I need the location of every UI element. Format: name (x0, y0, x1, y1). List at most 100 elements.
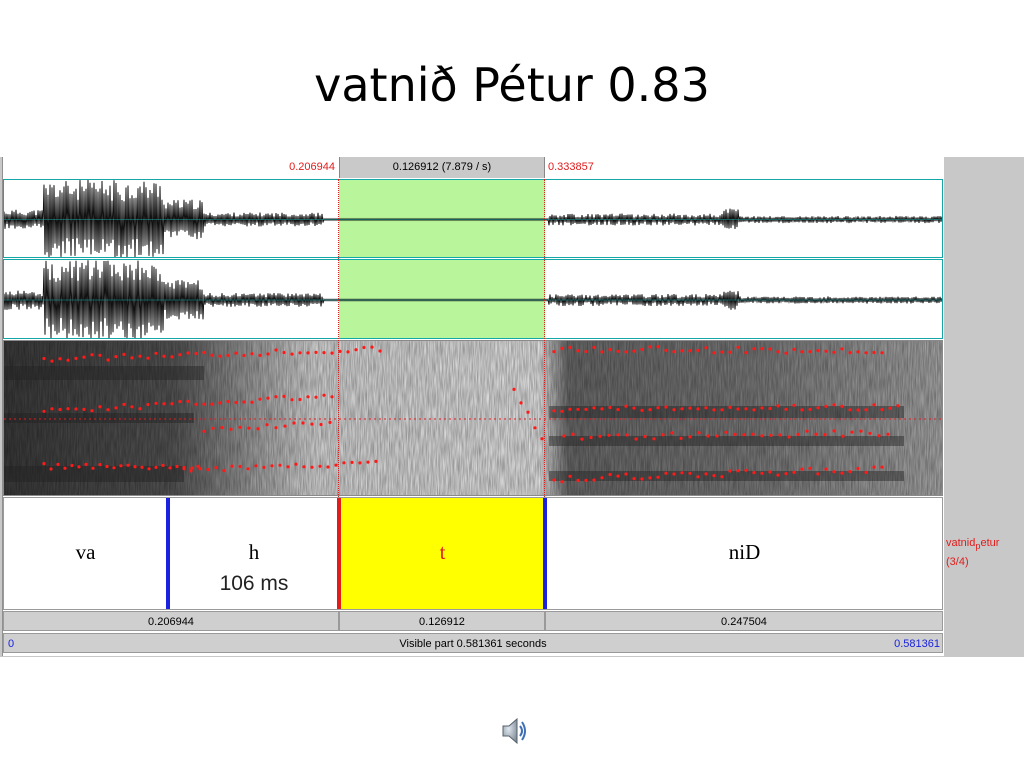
formant-point (751, 432, 755, 436)
formant-point (147, 467, 151, 471)
formant-point (576, 478, 580, 483)
segment-h[interactable]: h 106 ms (170, 498, 338, 609)
spectrogram[interactable] (3, 340, 943, 496)
formant-point (712, 474, 716, 478)
formant-point (840, 471, 844, 475)
formant-point (512, 387, 516, 391)
formant-point (744, 407, 748, 411)
duration-segment-2[interactable]: 0.126912 (339, 611, 545, 631)
formant-point (91, 466, 95, 470)
annotation-tier[interactable]: va h 106 ms t niD (3, 497, 943, 610)
slide-title: vatnið Pétur 0.83 (314, 58, 710, 112)
waveform-channel-2[interactable] (3, 259, 943, 339)
formant-point (864, 408, 868, 412)
formant-point (105, 464, 109, 469)
formant-point (640, 408, 644, 412)
formant-point (864, 470, 868, 474)
formant-point (856, 350, 860, 354)
formant-point (784, 472, 788, 476)
segment-label: va (75, 540, 96, 564)
boundary-2[interactable] (337, 498, 341, 609)
formant-point (319, 422, 323, 427)
formant-point (122, 352, 126, 356)
formant-point (808, 407, 812, 411)
formant-point (696, 407, 700, 411)
duration-segment-1[interactable]: 0.206944 (3, 611, 339, 631)
waveform-1-plot (4, 180, 942, 257)
formant-point (664, 348, 668, 352)
formant-point (274, 426, 278, 430)
spectrogram-band (549, 406, 904, 418)
formant-point (823, 433, 827, 437)
formant-point (696, 348, 700, 353)
formant-point (624, 472, 628, 476)
formant-point (688, 406, 692, 410)
formant-point (250, 352, 254, 356)
speaker-icon[interactable] (497, 714, 531, 748)
formant-point (330, 395, 334, 399)
formant-point (632, 477, 636, 481)
formant-point (322, 351, 326, 355)
formant-point (592, 406, 596, 410)
formant-point (607, 433, 611, 437)
sound-editor: 0.206944 0.126912 (7.879 / s) 0.333857 (0, 157, 1024, 657)
formant-point (56, 462, 60, 466)
spectrogram-band (549, 471, 904, 481)
formant-point (648, 345, 652, 349)
formant-point (656, 406, 660, 410)
boundary-3[interactable] (543, 498, 547, 609)
boundary-1[interactable] (166, 498, 170, 609)
formant-point (334, 463, 338, 467)
formant-point (66, 407, 70, 411)
segment-va[interactable]: va (4, 498, 167, 609)
formant-point (318, 464, 322, 468)
formant-point (254, 464, 258, 468)
formant-point (90, 353, 94, 357)
segment-duration-note: 106 ms (219, 572, 289, 595)
formant-point (286, 465, 290, 469)
formant-point (238, 425, 242, 429)
formant-point (266, 352, 270, 356)
formant-point (58, 407, 62, 412)
formant-point (246, 467, 250, 471)
formant-point (877, 434, 881, 438)
formant-point (98, 463, 102, 467)
selection-end-label[interactable]: 0.333857 (548, 161, 594, 173)
formant-point (850, 430, 854, 434)
formant-point (752, 408, 756, 412)
formant-point (168, 466, 172, 470)
formant-point (198, 467, 202, 471)
formant-point (194, 351, 198, 356)
formant-point (616, 349, 620, 353)
formant-point (282, 350, 286, 355)
formant-point (182, 465, 186, 470)
formant-point (310, 422, 314, 426)
formant-point (712, 351, 716, 355)
formant-point (776, 473, 780, 477)
formant-point (140, 465, 144, 469)
selection-duration-label[interactable]: 0.126912 (7.879 / s) (339, 157, 545, 178)
duration-segment-3[interactable]: 0.247504 (545, 611, 943, 631)
formant-point (49, 467, 53, 471)
formant-point (571, 432, 575, 436)
formant-point (283, 424, 287, 428)
segment-niD[interactable]: niD (547, 498, 942, 609)
formant-point (752, 471, 756, 475)
formant-point (792, 347, 796, 351)
waveform-channel-1[interactable] (3, 179, 943, 258)
visible-part-bar[interactable]: 0 Visible part 0.581361 seconds 0.581361 (3, 633, 943, 653)
selection-start-label[interactable]: 0.206944 (289, 161, 335, 173)
formant-point (154, 465, 158, 469)
formant-point (226, 353, 230, 357)
formant-point (832, 429, 836, 433)
segment-t[interactable]: t (341, 498, 544, 609)
formant-point (664, 405, 668, 409)
formant-point (736, 469, 740, 473)
formant-point (214, 466, 218, 470)
formant-point (800, 467, 804, 471)
formant-point (600, 407, 604, 411)
tier-name[interactable]: vatnidpetur (3/4) (946, 535, 999, 570)
tier-name-sub: p (975, 541, 981, 552)
formant-point (872, 465, 876, 469)
selection-start-line (338, 179, 339, 497)
